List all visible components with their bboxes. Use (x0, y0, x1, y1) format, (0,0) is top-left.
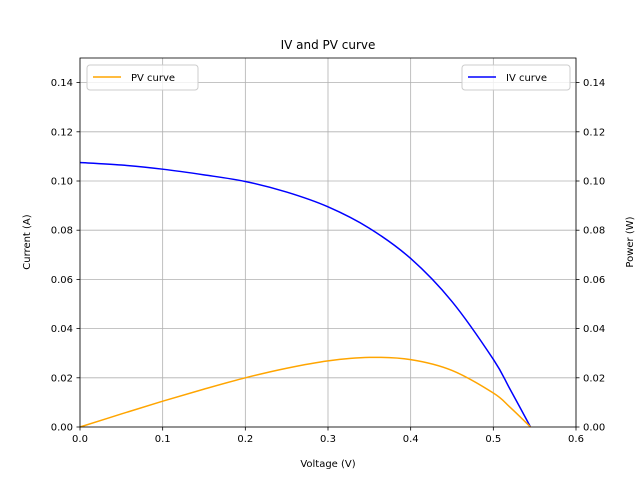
x-tick-label: 0.2 (237, 434, 253, 445)
left-y-tick-label: 0.00 (51, 423, 73, 434)
left-y-tick-label: 0.04 (51, 324, 73, 335)
left-y-tick-label: 0.06 (51, 275, 73, 286)
chart-title: IV and PV curve (281, 38, 376, 52)
right-y-axis-title: Power (W) (625, 216, 636, 267)
x-axis-title: Voltage (V) (300, 459, 355, 470)
x-tick-label: 0.0 (72, 434, 88, 445)
right-y-tick-label: 0.06 (583, 275, 605, 286)
right-y-tick-label: 0.08 (583, 226, 605, 237)
left-y-tick-label: 0.02 (51, 373, 73, 384)
left-y-tick-label: 0.14 (51, 78, 73, 89)
legend-iv-label: IV curve (506, 73, 547, 84)
right-y-tick-label: 0.02 (583, 373, 605, 384)
right-y-tick-label: 0.10 (583, 177, 605, 188)
right-y-tick-label: 0.14 (583, 78, 605, 89)
legend-iv-box (461, 64, 571, 91)
right-y-tick-label: 0.12 (583, 127, 605, 138)
x-tick-label: 0.5 (485, 434, 501, 445)
left-y-tick-label: 0.08 (51, 226, 73, 237)
left-y-axis-title: Current (A) (22, 214, 33, 269)
right-y-tick-label: 0.00 (583, 423, 605, 434)
pv-curve-line (79, 356, 532, 428)
right-y-axis-ticks: 0.00 0.02 0.04 0.06 0.08 0.10 0.12 0.14 (576, 78, 605, 434)
legend-pv-box (86, 64, 199, 91)
series-layer (79, 161, 532, 428)
right-y-tick-label: 0.04 (583, 324, 605, 335)
left-y-axis-ticks: 0.00 0.02 0.04 0.06 0.08 0.10 0.12 0.14 (51, 78, 80, 434)
left-y-tick-label: 0.10 (51, 177, 73, 188)
left-y-tick-label: 0.12 (51, 127, 73, 138)
legend-pv: PV curve (86, 64, 199, 91)
x-tick-label: 0.6 (568, 434, 584, 445)
x-tick-label: 0.4 (403, 434, 419, 445)
x-tick-label: 0.3 (320, 434, 336, 445)
legend-pv-label: PV curve (131, 73, 175, 84)
iv-curve-line (79, 161, 532, 428)
x-tick-label: 0.1 (155, 434, 171, 445)
x-axis-ticks: 0.0 0.1 0.2 0.3 0.4 0.5 0.6 (72, 427, 584, 445)
legend-iv: IV curve (461, 64, 571, 91)
